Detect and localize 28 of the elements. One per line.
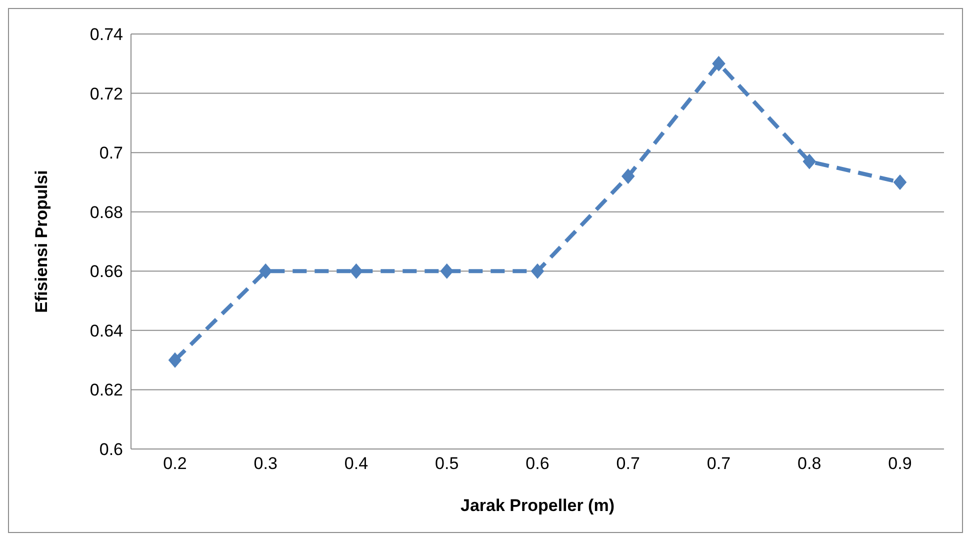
point [440, 264, 454, 279]
point [894, 174, 906, 190]
y-tick-label: 0.64 [90, 321, 123, 340]
x-tick-label: 0.8 [798, 454, 822, 474]
point [802, 154, 816, 169]
y-tick-label: 0.66 [90, 262, 123, 282]
y-tick-label: 0.68 [90, 202, 123, 222]
x-tick-label: 0.7 [706, 454, 731, 474]
x-tick-label: 0.7 [616, 454, 640, 474]
y-tick-label: 0.72 [90, 84, 123, 104]
y-tick-label: 0.6 [99, 440, 123, 460]
x-tick-label: 0.4 [344, 454, 368, 474]
x-axis-title: Jarak Propeller (m) [460, 496, 615, 515]
x-tick-label: 0.2 [163, 454, 187, 474]
y-tick-label: 0.62 [90, 380, 123, 400]
y-tick-label: 0.7 [99, 144, 123, 163]
x-tick-label: 0.6 [526, 454, 550, 474]
y-tick-label: 0.74 [90, 25, 123, 44]
point [259, 264, 272, 279]
x-tick-label: 0.9 [888, 454, 912, 474]
x-tick-label: 0.3 [254, 454, 278, 474]
point [622, 168, 635, 184]
x-tick-label: 0.5 [435, 454, 459, 474]
point [168, 352, 182, 368]
y-axis-title: Efisiensi Propulsi [32, 170, 52, 313]
point [350, 264, 363, 279]
point [531, 264, 544, 279]
point [712, 56, 726, 72]
